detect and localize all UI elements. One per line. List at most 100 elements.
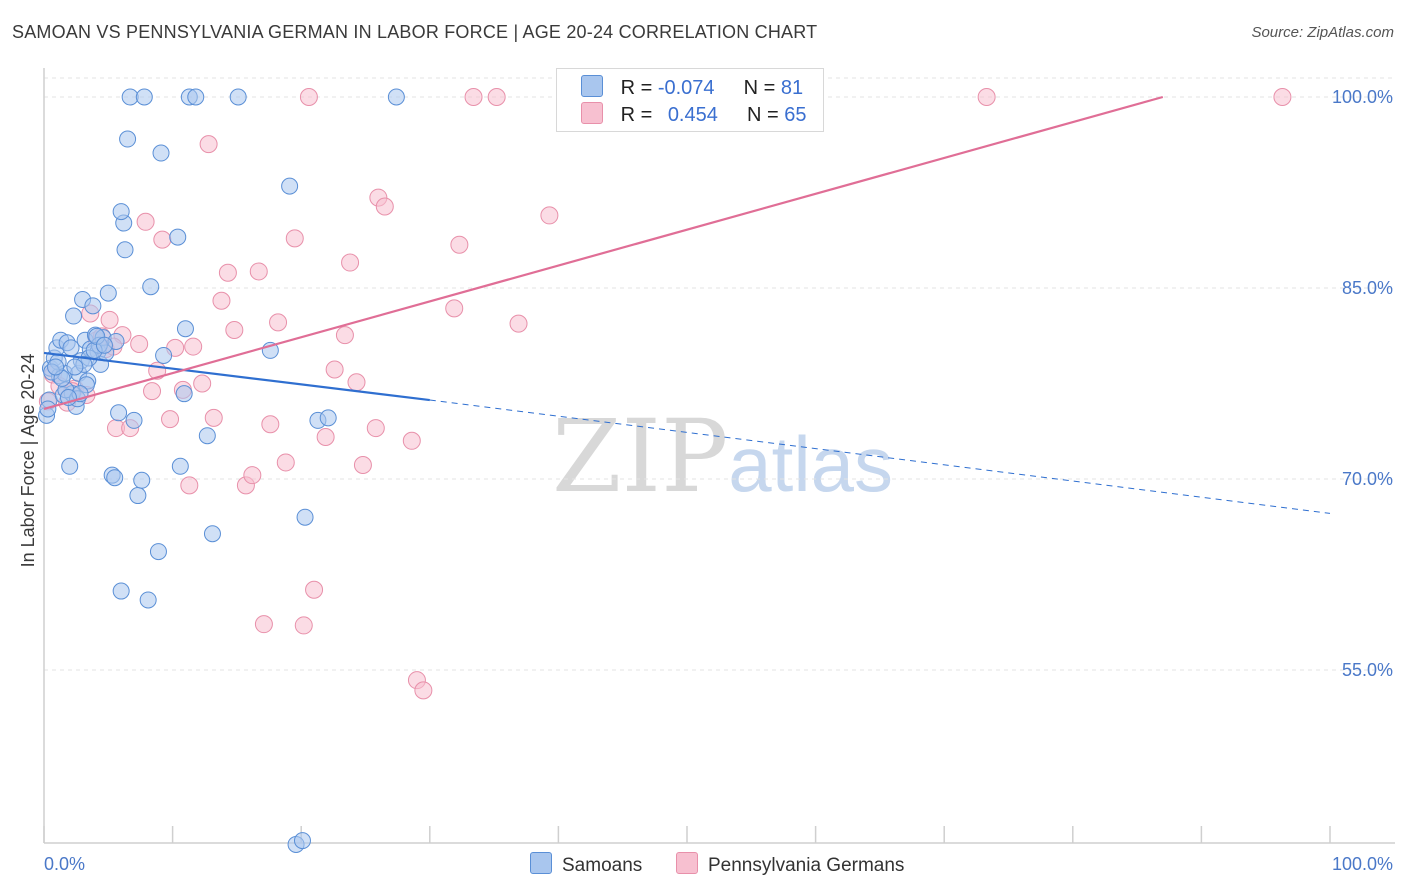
bottom-samoans-label: Samoans [562, 855, 643, 876]
tick-labels: 55.0% 70.0% 85.0% 100.0% 0.0% 100.0% In Labor … [18, 87, 1393, 874]
pennsylvania-point [450, 235, 469, 254]
y-tick-label: 85.0% [1342, 278, 1393, 298]
pennsylvania-point [335, 326, 354, 345]
axes [43, 68, 1395, 844]
samoan-point [149, 543, 167, 561]
pennsylvania-point [180, 476, 199, 495]
x-tick-label-min: 0.0% [44, 854, 85, 874]
pennsylvania-point [540, 206, 559, 225]
pennsylvania-point [130, 335, 149, 354]
pennsylvania-point [341, 253, 360, 272]
samoans-r-label: R = [620, 77, 658, 99]
samoan-point [229, 88, 247, 106]
samoan-point [319, 409, 337, 427]
y-axis-label: In Labor Force | Age 20-24 [18, 354, 38, 568]
pennsylvania-point [285, 229, 304, 248]
watermark-zip: ZIP [552, 398, 729, 515]
pennsylvania-swatch [581, 102, 603, 124]
pennsylvania-point [193, 374, 212, 393]
pennsylvania-point [299, 88, 318, 106]
gridlines [44, 77, 1395, 671]
samoans-n-value: 81 [780, 77, 804, 99]
pennsylvania-point [316, 427, 335, 446]
pennsylvania-point [305, 580, 324, 599]
pennsylvania-point [276, 453, 295, 472]
pennsylvania-point [249, 262, 268, 281]
pennsylvania-point [366, 419, 385, 438]
pennsylvania-point [204, 408, 223, 427]
pennsylvania-point [218, 263, 237, 282]
samoan-point [62, 339, 80, 357]
pennsylvania-point [325, 360, 344, 379]
pennsylvania-point [243, 466, 262, 485]
samoan-point [133, 471, 151, 489]
samoan-point [296, 508, 314, 526]
bottom-pennsylvania-label: Pennsylvania Germans [708, 855, 905, 876]
pennsylvania-point [184, 337, 203, 356]
pennsylvania-point [153, 230, 172, 249]
legend-row-samoans: R = -0.074 N = 81 [581, 75, 803, 99]
pennsylvania-point [347, 373, 366, 392]
samoan-point [116, 241, 134, 259]
samoan-point [171, 457, 189, 475]
y-tick-label: 100.0% [1332, 87, 1393, 107]
pennsylvania-r-label: R = [620, 104, 658, 126]
samoan-point [169, 228, 187, 246]
samoan-point [125, 411, 143, 429]
watermark: ZIPatlas [552, 398, 893, 515]
pennsylvania-point [375, 197, 394, 216]
samoan-point [142, 278, 160, 296]
samoan-point [139, 591, 157, 609]
pennsylvania-n-label: N = [747, 104, 785, 126]
samoans-trend-line [43, 351, 430, 402]
samoan-point [65, 307, 83, 325]
samoan-points [38, 88, 405, 853]
pennsylvania-point [225, 321, 244, 340]
samoans-trend-extension [429, 399, 1331, 514]
pennsylvania-point [487, 88, 506, 106]
pennsylvania-n-value: 65 [784, 104, 807, 126]
pennsylvania-point [509, 314, 528, 333]
pennsylvania-point [254, 615, 273, 634]
samoan-point [121, 88, 139, 106]
pennsylvania-point [464, 88, 483, 106]
correlation-legend: R = -0.074 N = 81 R = 0.454 N = 65 [556, 68, 824, 132]
pennsylvania-point [445, 299, 464, 318]
bottom-legend-samoans: Samoans [530, 852, 642, 877]
samoan-point [155, 346, 173, 364]
pennsylvania-r-value: 0.454 [667, 104, 718, 126]
samoans-n-label: N = [743, 77, 781, 99]
bottom-samoans-swatch [530, 852, 552, 874]
pennsylvania-point [414, 681, 433, 700]
samoan-point [84, 297, 102, 315]
x-tick-label-max: 100.0% [1332, 854, 1393, 874]
y-tick-label: 70.0% [1342, 469, 1393, 489]
samoan-point [203, 525, 221, 543]
pennsylvania-point [977, 88, 996, 106]
pennsylvania-point [161, 410, 180, 429]
pennsylvania-point [402, 431, 421, 450]
pennsylvania-point [136, 212, 155, 231]
samoan-point [152, 144, 170, 162]
trend-lines [43, 95, 1331, 514]
samoan-point [112, 203, 130, 221]
pennsylvania-trend-line [43, 95, 1164, 411]
chart-title: SAMOAN VS PENNSYLVANIA GERMAN IN LABOR F… [12, 22, 818, 42]
legend-row-pennsylvania: R = 0.454 N = 65 [581, 102, 807, 126]
samoan-point [66, 358, 84, 376]
pennsylvania-point [199, 135, 218, 154]
samoan-point [293, 832, 311, 850]
samoan-point [99, 284, 117, 302]
samoan-point [187, 88, 205, 106]
samoan-point [106, 469, 124, 487]
bottom-pennsylvania-swatch [676, 852, 698, 874]
samoan-point [175, 385, 193, 403]
bottom-legend-pennsylvania: Pennsylvania Germans [676, 852, 904, 877]
pennsylvania-point [353, 455, 372, 474]
samoans-r-value: -0.074 [657, 77, 715, 99]
watermark-atlas: atlas [728, 420, 894, 508]
pennsylvania-point [143, 382, 162, 401]
samoan-point [135, 88, 153, 106]
pennsylvania-point [1273, 88, 1292, 106]
y-tick-label: 55.0% [1342, 660, 1393, 680]
